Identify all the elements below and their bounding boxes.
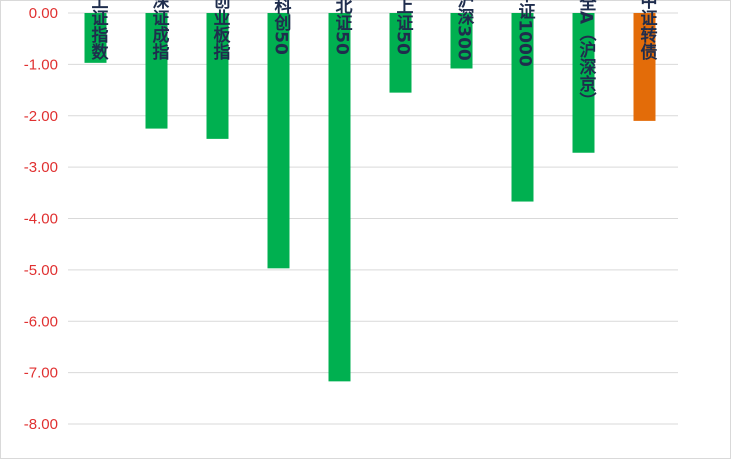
bar-1: [145, 13, 168, 129]
y-tick-label: 0.00: [29, 5, 58, 22]
category-label: 深证成指: [149, 0, 170, 61]
bar-5: [389, 13, 412, 93]
bar-9: [633, 13, 656, 121]
bar-4: [328, 13, 351, 382]
y-tick-label: -5.00: [24, 262, 58, 279]
bar-8: [572, 13, 595, 153]
bar-7: [511, 13, 534, 202]
category-label: 同花顺全A（沪深京）: [576, 0, 598, 109]
category-label: 中证1000: [515, 0, 536, 67]
bar-6: [450, 13, 473, 69]
category-label: 上证50: [393, 0, 414, 55]
y-tick-label: -2.00: [24, 108, 58, 125]
category-label: 中证转债: [637, 0, 658, 61]
category-label: 北证50: [332, 0, 353, 55]
y-tick-label: -6.00: [24, 313, 58, 330]
y-tick-label: -4.00: [24, 211, 58, 228]
category-label: 科创50: [271, 0, 293, 55]
y-tick-label: -1.00: [24, 56, 58, 73]
y-tick-label: -8.00: [24, 416, 58, 433]
bar-2: [206, 13, 229, 139]
category-label: 上证指数: [88, 0, 109, 61]
category-label: 创业板指: [210, 0, 232, 61]
category-label: 沪深300: [454, 0, 475, 61]
category-labels: 上证指数 深证成指 创业板指 科创50 北证50 上证50 沪深300 中证1000 同花顺全A…: [88, 0, 658, 109]
y-tick-label: -7.00: [24, 365, 58, 382]
y-tick-label: -3.00: [24, 159, 58, 176]
bars: [84, 13, 656, 382]
bar-0: [84, 13, 107, 63]
bar-3: [267, 13, 290, 269]
y-axis: 0.00 -1.00 -2.00 -3.00 -4.00 -5.00 -6.00 -7.00 -…: [24, 5, 58, 433]
